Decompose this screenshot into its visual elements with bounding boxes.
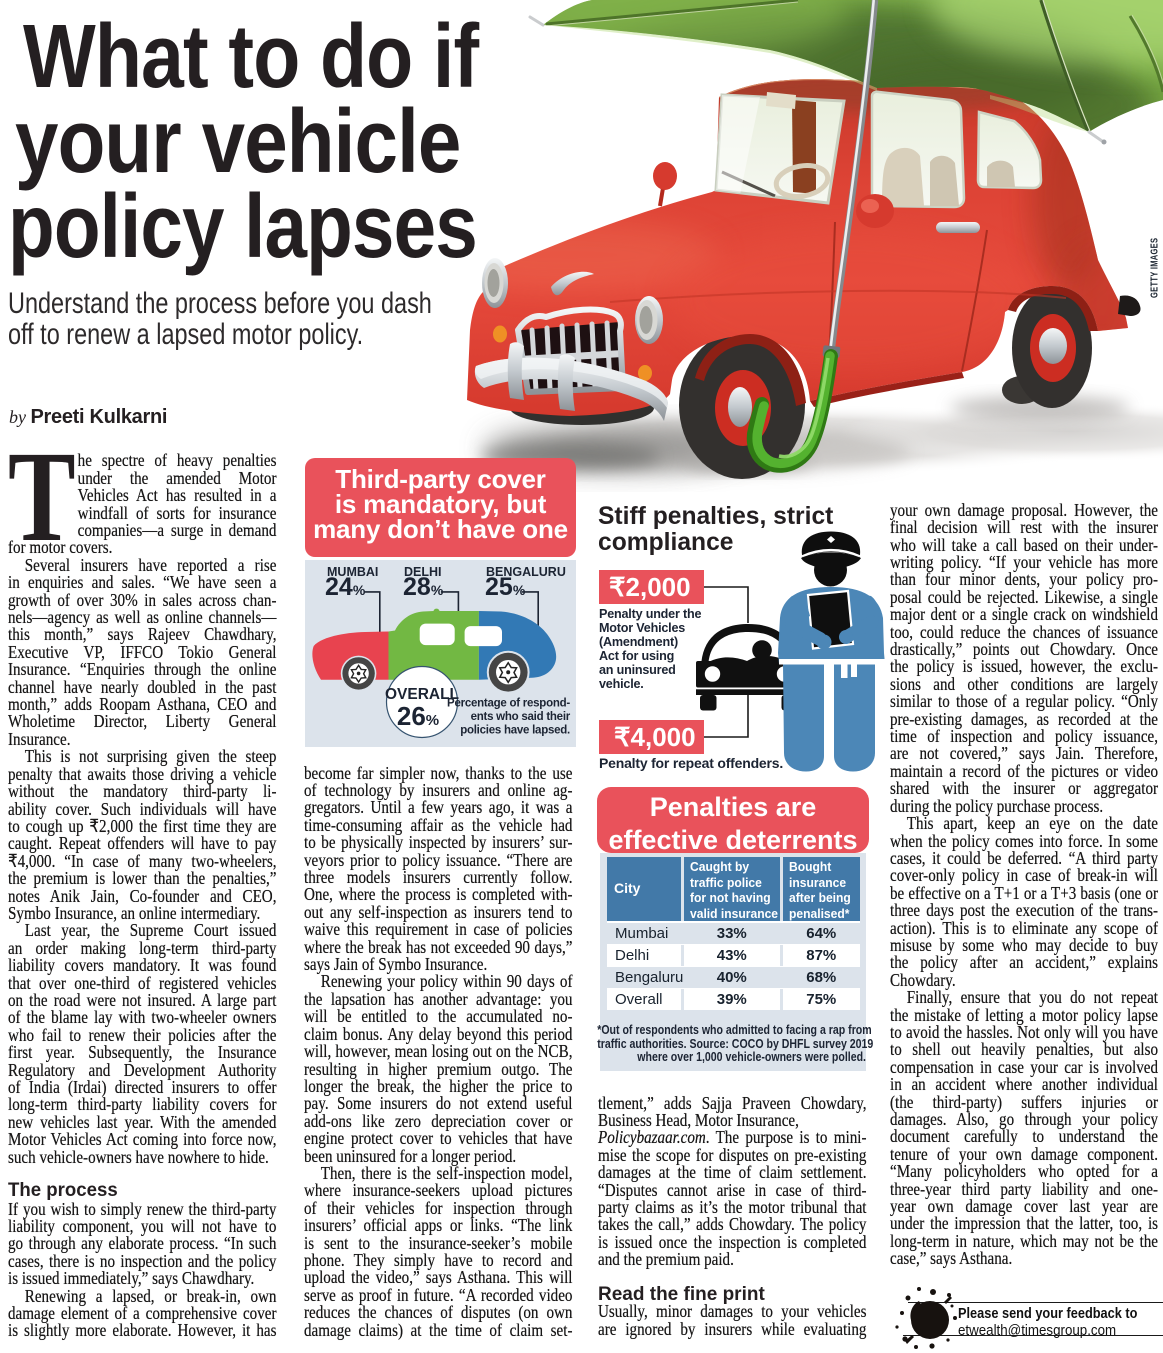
svg-text:MUMBAI: MUMBAI [327, 565, 378, 579]
svg-text:BENGALURU: BENGALURU [486, 565, 566, 579]
svg-text:Penalty under the: Penalty under the [599, 607, 701, 621]
svg-text:vehicle.: vehicle. [599, 677, 644, 691]
svg-text:₹4,000: ₹4,000 [614, 722, 696, 752]
svg-text:Motor Vehicles: Motor Vehicles [599, 621, 685, 635]
svg-text:Penalty for repeat offenders.: Penalty for repeat offenders. [599, 755, 783, 771]
svg-text:₹2,000: ₹2,000 [609, 572, 691, 602]
svg-text:GETTY IMAGES: GETTY IMAGES [1148, 238, 1159, 298]
svg-text:24%: 24% [325, 573, 366, 601]
svg-text:OVERALL: OVERALL [385, 686, 459, 703]
svg-text:Act for using: Act for using [599, 649, 674, 663]
svg-text:DELHI: DELHI [404, 565, 442, 579]
svg-text:(Amendment): (Amendment) [599, 635, 678, 649]
svg-text:Percentage of respond-: Percentage of respond- [447, 698, 570, 710]
svg-text:an uninsured: an uninsured [599, 663, 676, 677]
svg-text:ents who said their: ents who said their [471, 711, 571, 723]
svg-text:policies have lapsed.: policies have lapsed. [460, 725, 570, 737]
